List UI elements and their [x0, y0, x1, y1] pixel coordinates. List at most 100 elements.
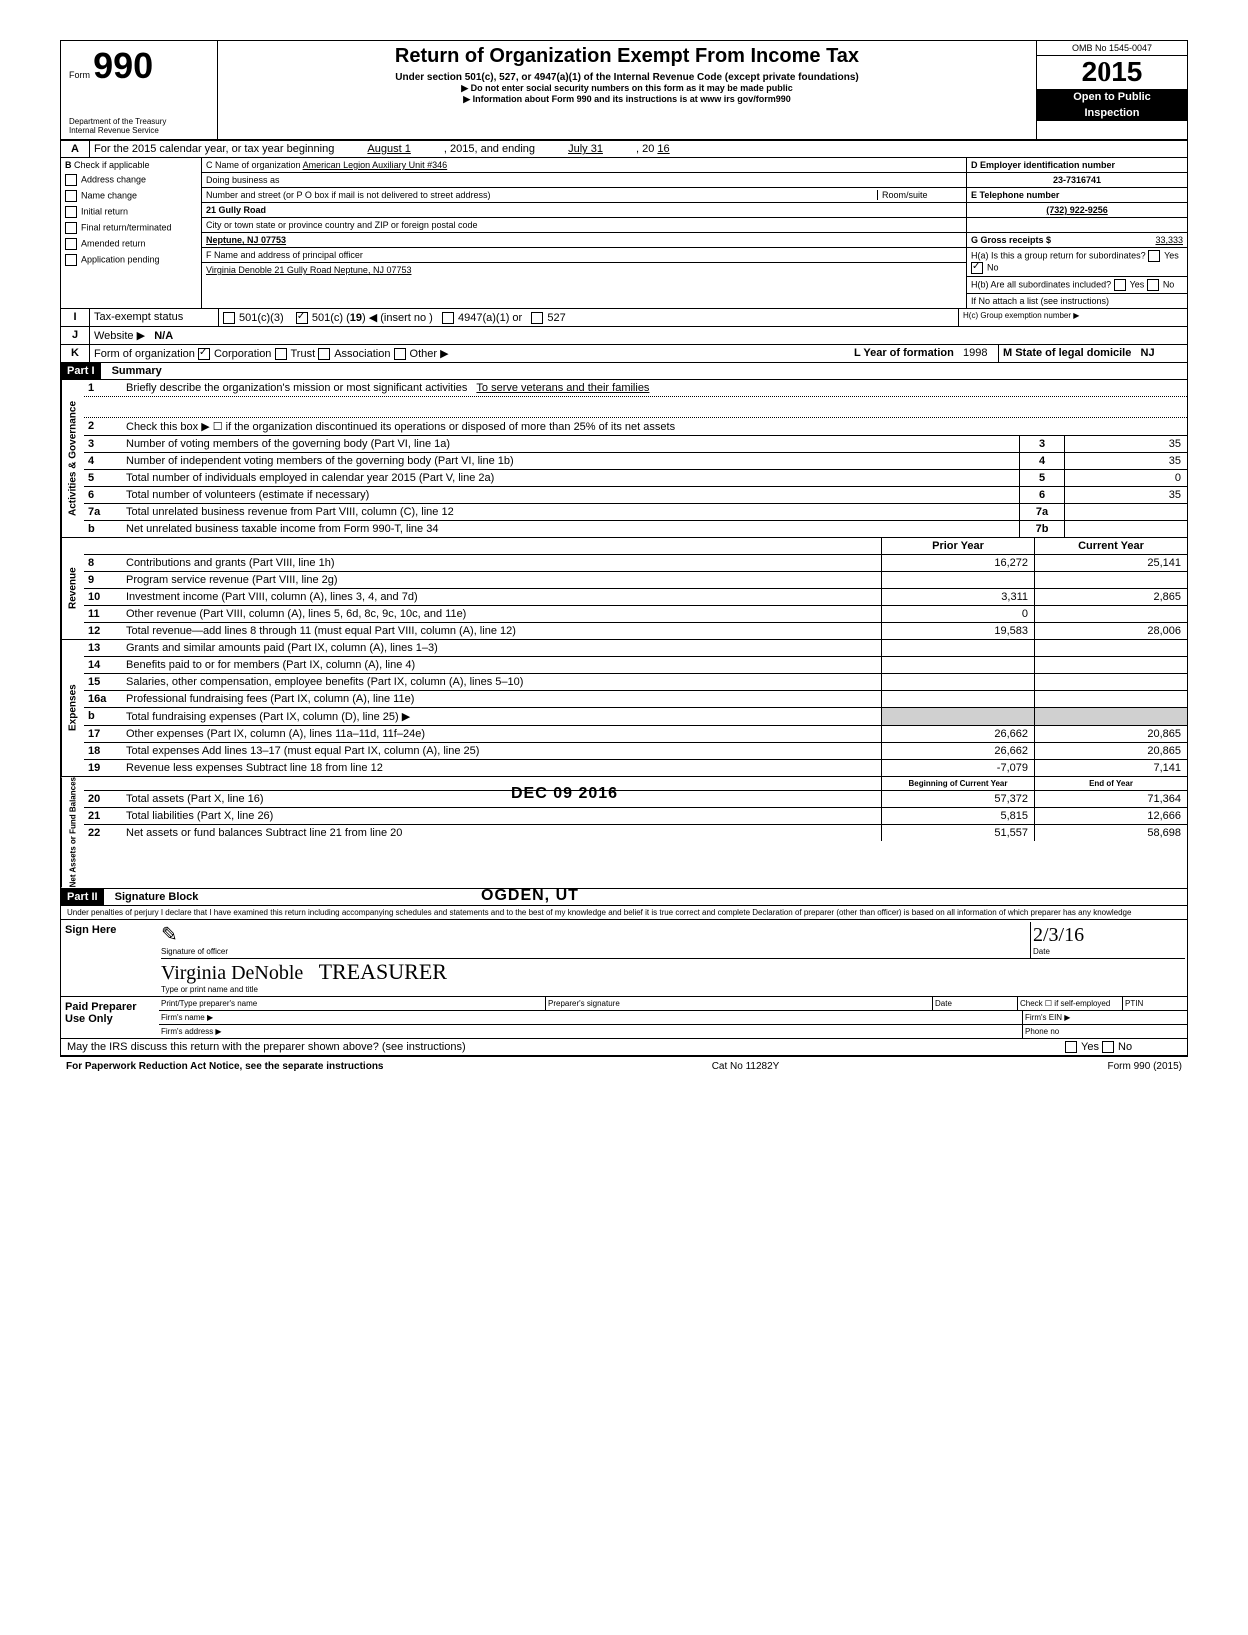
- line-4-desc: Number of independent voting members of …: [122, 453, 1019, 469]
- website-value: N/A: [154, 330, 173, 342]
- checkbox-address-change[interactable]: [65, 174, 77, 186]
- part-2-title: Signature Block: [107, 891, 199, 903]
- open-to-public-2: Inspection: [1037, 105, 1187, 121]
- line-i: I Tax-exempt status 501(c)(3) 501(c) (19…: [61, 309, 1187, 327]
- line-j-text: Website ▶: [94, 330, 145, 342]
- city-value: Neptune, NJ 07753: [206, 235, 286, 245]
- checkbox-ha-no[interactable]: [971, 262, 983, 274]
- opt-501c-post: ) ◀ (insert no ): [362, 312, 433, 324]
- checkbox-527[interactable]: [531, 312, 543, 324]
- row-num: 12: [84, 623, 122, 639]
- l-value: 1998: [963, 347, 987, 359]
- table-row: 18Total expenses Add lines 13–17 (must e…: [84, 743, 1187, 760]
- subtitle: Under section 501(c), 527, or 4947(a)(1)…: [224, 72, 1030, 83]
- section-bcdefg: B Check if applicable Address change Nam…: [61, 158, 1187, 309]
- row-prior: -7,079: [881, 760, 1034, 776]
- year-box: OMB No 1545-0047 2015 Open to Public Ins…: [1036, 41, 1187, 139]
- opt-4947: 4947(a)(1) or: [458, 312, 522, 324]
- row-current: [1034, 572, 1187, 588]
- form-990-page: Form 990 Department of the Treasury Inte…: [60, 40, 1188, 1057]
- footer-mid: Cat No 11282Y: [712, 1061, 780, 1072]
- checkbox-4947[interactable]: [442, 312, 454, 324]
- hb-note: If No attach a list (see instructions): [967, 294, 1187, 308]
- row-desc: Total expenses Add lines 13–17 (must equ…: [122, 743, 881, 759]
- row-current: 20,865: [1034, 726, 1187, 742]
- checkbox-hb-no[interactable]: [1147, 279, 1159, 291]
- row-num: 14: [84, 657, 122, 673]
- row-desc: Net assets or fund balances Subtract lin…: [122, 825, 881, 841]
- table-row: 8Contributions and grants (Part VIII, li…: [84, 555, 1187, 572]
- checkbox-corp[interactable]: [198, 348, 210, 360]
- footer-right: Form 990 (2015): [1108, 1061, 1182, 1072]
- m-value: NJ: [1141, 347, 1155, 359]
- gross-value: 33,333: [1155, 235, 1183, 245]
- street-value: 21 Gully Road: [206, 205, 266, 215]
- table-row: 15Salaries, other compensation, employee…: [84, 674, 1187, 691]
- hb-no: No: [1163, 279, 1175, 289]
- row-desc: Total liabilities (Part X, line 26): [122, 808, 881, 824]
- checkbox-501c3[interactable]: [223, 312, 235, 324]
- e-label: E Telephone number: [971, 190, 1059, 200]
- checkbox-final-return[interactable]: [65, 222, 77, 234]
- side-revenue: Revenue: [61, 538, 84, 639]
- footer: For Paperwork Reduction Act Notice, see …: [60, 1057, 1188, 1076]
- opt-pending: Application pending: [81, 254, 160, 264]
- ha-yes: Yes: [1164, 250, 1179, 260]
- row-current: 25,141: [1034, 555, 1187, 571]
- checkbox-may-irs-yes[interactable]: [1065, 1041, 1077, 1053]
- row-desc: Grants and similar amounts paid (Part IX…: [122, 640, 881, 656]
- received-date-stamp: DEC 09 2016: [511, 785, 618, 803]
- checkbox-assoc[interactable]: [318, 348, 330, 360]
- sig-date-label: Date: [1033, 947, 1183, 956]
- line-3-val: 35: [1064, 436, 1187, 452]
- line-a: A For the 2015 calendar year, or tax yea…: [61, 141, 1187, 158]
- row-num: 16a: [84, 691, 122, 707]
- table-row: 19Revenue less expenses Subtract line 18…: [84, 760, 1187, 776]
- line-a-begin: August 1: [337, 143, 440, 155]
- beginning-year-head: Beginning of Current Year: [881, 777, 1034, 790]
- row-num: 21: [84, 808, 122, 824]
- row-desc: Other expenses (Part IX, column (A), lin…: [122, 726, 881, 742]
- row-current: 7,141: [1034, 760, 1187, 776]
- officer-signature: ✎: [161, 922, 1030, 947]
- line-6-val: 35: [1064, 487, 1187, 503]
- checkbox-amended[interactable]: [65, 238, 77, 250]
- checkbox-name-change[interactable]: [65, 190, 77, 202]
- checkbox-may-irs-no[interactable]: [1102, 1041, 1114, 1053]
- checkbox-ha-yes[interactable]: [1148, 250, 1160, 262]
- table-row: 10Investment income (Part VIII, column (…: [84, 589, 1187, 606]
- sign-here-row: Sign Here ✎ Signature of officer 2/3/16 …: [61, 920, 1187, 997]
- dept-line-1: Department of the Treasury: [69, 117, 209, 126]
- row-num: b: [84, 708, 122, 725]
- checkbox-trust[interactable]: [275, 348, 287, 360]
- row-current: 12,666: [1034, 808, 1187, 824]
- checkbox-other[interactable]: [394, 348, 406, 360]
- line-6-desc: Total number of volunteers (estimate if …: [122, 487, 1019, 503]
- table-row: 9Program service revenue (Part VIII, lin…: [84, 572, 1187, 589]
- end-year-head: End of Year: [1034, 777, 1187, 790]
- current-year-head: Current Year: [1034, 538, 1187, 554]
- checkbox-pending[interactable]: [65, 254, 77, 266]
- hb-yes: Yes: [1130, 279, 1145, 289]
- opt-final-return: Final return/terminated: [81, 222, 172, 232]
- line-a-end: July 31: [538, 143, 633, 155]
- row-desc: Total assets (Part X, line 16): [122, 791, 881, 807]
- expenses-section: Expenses 13Grants and similar amounts pa…: [61, 640, 1187, 777]
- ha-label: H(a) Is this a group return for subordin…: [971, 250, 1146, 260]
- may-irs-text: May the IRS discuss this return with the…: [61, 1039, 1063, 1055]
- checkbox-501c[interactable]: [296, 312, 308, 324]
- line-4-val: 35: [1064, 453, 1187, 469]
- row-current: 28,006: [1034, 623, 1187, 639]
- checkbox-initial-return[interactable]: [65, 206, 77, 218]
- warn-1: ▶ Do not enter social security numbers o…: [224, 83, 1030, 94]
- checkbox-hb-yes[interactable]: [1114, 279, 1126, 291]
- row-current: 58,698: [1034, 825, 1187, 841]
- line-1-val: To serve veterans and their families: [476, 382, 649, 394]
- row-desc: Total revenue—add lines 8 through 11 (mu…: [122, 623, 881, 639]
- warn-2: ▶ Information about Form 990 and its ins…: [224, 94, 1030, 105]
- line-i-text: Tax-exempt status: [90, 309, 219, 326]
- part-1-header-row: Part I Summary: [61, 363, 1187, 380]
- table-row: 17Other expenses (Part IX, column (A), l…: [84, 726, 1187, 743]
- firm-addr-label: Firm's address ▶: [159, 1025, 1023, 1038]
- line-1-desc: Briefly describe the organization's miss…: [126, 382, 467, 394]
